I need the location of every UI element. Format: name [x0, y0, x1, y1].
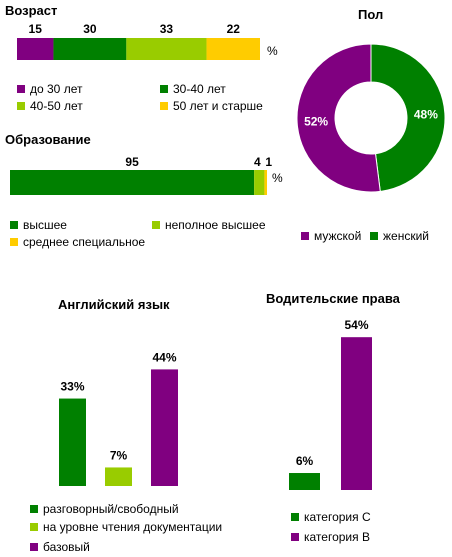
- education-value-label: 95: [125, 155, 139, 169]
- age-chart-title: Возраст: [5, 3, 58, 18]
- english-bar-chart: 33% 7% 44%: [59, 350, 178, 486]
- donut-slice: [296, 43, 381, 193]
- legend-item-eng-2: базовый: [30, 540, 90, 554]
- donut-slice: [370, 43, 446, 192]
- legend-label: мужской: [314, 229, 362, 243]
- legend-label: разговорный/свободный: [43, 502, 179, 516]
- legend-item-eng-0: разговорный/свободный: [30, 502, 179, 516]
- license-bar-chart: 6% 54%: [289, 318, 372, 490]
- age-value-label: 22: [227, 22, 241, 36]
- age-unit-label: %: [267, 44, 278, 58]
- legend-swatch: [10, 238, 18, 246]
- legend-label: 40-50 лет: [30, 99, 83, 113]
- english-chart-title: Английский язык: [58, 297, 170, 312]
- english-bar: [151, 369, 178, 486]
- legend-swatch: [30, 543, 38, 551]
- legend-label: высшее: [23, 218, 67, 232]
- legend-label: категория В: [304, 530, 370, 544]
- gender-chart-title: Пол: [358, 7, 384, 22]
- english-value-label: 44%: [152, 350, 176, 364]
- donut-slice-label: 48%: [414, 108, 438, 122]
- legend-label: категория С: [304, 510, 371, 524]
- legend-swatch: [301, 232, 309, 240]
- legend-swatch: [160, 85, 168, 93]
- legend-item-age-1: 30-40 лет: [160, 82, 226, 96]
- legend-item-lic-1: категория В: [291, 530, 370, 544]
- legend-item-edu-1: неполное высшее: [152, 218, 266, 232]
- legend-item-age-2: 40-50 лет: [17, 99, 83, 113]
- age-value-label: 30: [83, 22, 97, 36]
- legend-swatch: [30, 523, 38, 531]
- age-value-label: 15: [29, 22, 43, 36]
- age-bar-chart: 15 30 33 22: [17, 22, 260, 60]
- legend-label: 30-40 лет: [173, 82, 226, 96]
- education-bar-segment: [254, 170, 265, 195]
- age-value-label: 33: [160, 22, 174, 36]
- legend-swatch: [17, 85, 25, 93]
- legend-label: неполное высшее: [165, 218, 266, 232]
- legend-swatch: [30, 505, 38, 513]
- legend-item-edu-0: высшее: [10, 218, 67, 232]
- education-unit-label: %: [272, 171, 283, 185]
- english-bar: [105, 467, 132, 486]
- age-bar-segment: [17, 38, 54, 60]
- legend-item-edu-2: среднее специальное: [10, 235, 145, 249]
- age-bar-segment: [126, 38, 207, 60]
- gender-donut-chart: 48% 52%: [296, 43, 446, 193]
- legend-swatch: [17, 102, 25, 110]
- legend-swatch: [10, 221, 18, 229]
- education-chart-title: Образование: [5, 132, 91, 147]
- english-value-label: 33%: [60, 380, 84, 394]
- legend-item-gender-1: женский: [370, 229, 429, 243]
- legend-label: среднее специальное: [23, 235, 146, 249]
- license-value-label: 54%: [344, 318, 368, 332]
- legend-label: базовый: [43, 540, 90, 554]
- legend-swatch: [291, 533, 299, 541]
- education-value-label: 4: [254, 155, 261, 169]
- legend-swatch: [160, 102, 168, 110]
- legend-item-eng-1: на уровне чтения документации: [30, 520, 222, 534]
- license-chart-title: Водительские права: [266, 291, 400, 306]
- legend-label: до 30 лет: [30, 82, 83, 96]
- english-value-label: 7%: [110, 448, 128, 462]
- legend-label: на уровне чтения документации: [43, 520, 223, 534]
- legend-swatch: [370, 232, 378, 240]
- license-bar: [341, 337, 372, 490]
- age-bar-segment: [53, 38, 127, 60]
- legend-item-lic-0: категория С: [291, 510, 371, 524]
- legend-label: женский: [383, 229, 429, 243]
- education-value-label: 1: [265, 155, 272, 169]
- legend-swatch: [152, 221, 160, 229]
- legend-label: 50 лет и старше: [173, 99, 263, 113]
- legend-swatch: [291, 513, 299, 521]
- legend-item-age-0: до 30 лет: [17, 82, 82, 96]
- education-bar-segment: [264, 170, 267, 195]
- legend-item-age-3: 50 лет и старше: [160, 99, 263, 113]
- license-bar: [289, 473, 320, 490]
- education-bar-segment: [10, 170, 255, 195]
- legend-item-gender-0: мужской: [301, 229, 361, 243]
- age-bar-segment: [206, 38, 260, 60]
- english-bar: [59, 398, 86, 486]
- donut-slice-label: 52%: [304, 114, 328, 128]
- license-value-label: 6%: [296, 454, 314, 468]
- education-bar-chart: 95 4 1: [10, 155, 272, 195]
